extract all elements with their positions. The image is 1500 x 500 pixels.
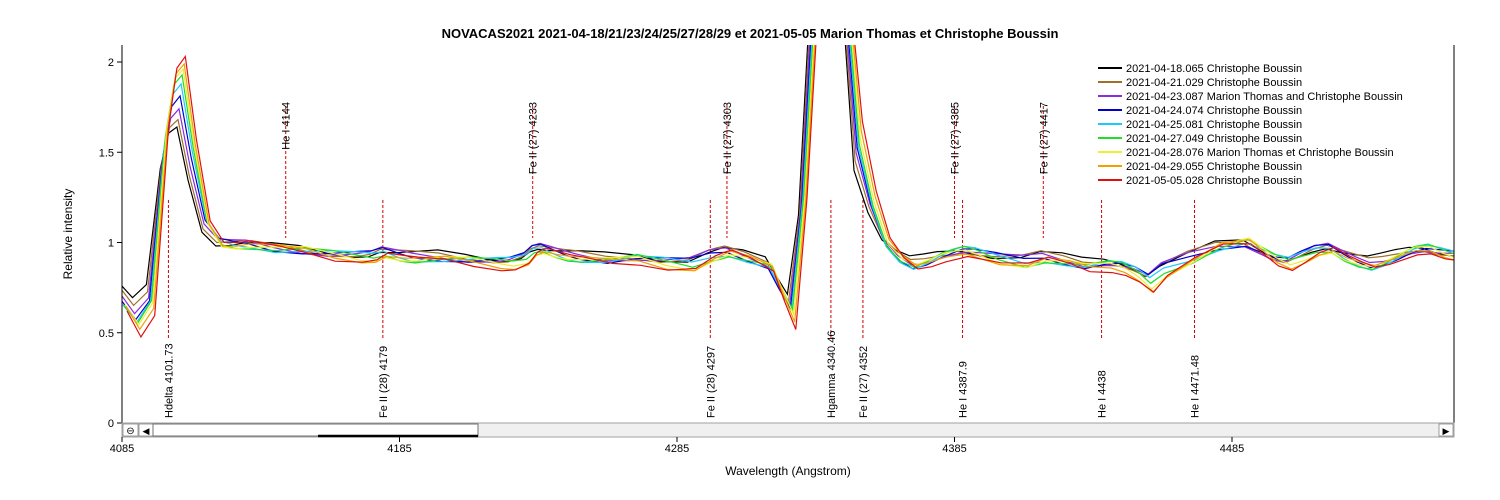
- x-axis-label: Wavelength (Angstrom): [725, 464, 851, 478]
- y-tick-label: 1: [108, 238, 114, 250]
- x-tick-label: 4185: [387, 443, 411, 455]
- legend-entry: 2021-04-28.076 Marion Thomas et Christop…: [1126, 147, 1394, 159]
- legend-entry: 2021-04-29.055 Christophe Boussin: [1126, 161, 1302, 173]
- line-label-bottom: Fe II (28) 4297: [705, 346, 717, 418]
- scroll-right-button[interactable]: [1438, 423, 1454, 437]
- scrollbar-thumb[interactable]: [152, 423, 479, 437]
- x-tick-label: 4285: [665, 443, 689, 455]
- line-label-bottom: He I 4471.48: [1189, 355, 1201, 418]
- zoom-out-button[interactable]: [122, 423, 139, 437]
- horizontal-scrollbar[interactable]: ⊖ ◀ ▶: [121, 422, 1455, 438]
- scroll-left-icon[interactable]: ◀: [143, 426, 150, 436]
- x-tick-label: 4485: [1220, 443, 1244, 455]
- line-label-bottom: He I 4387.9: [958, 361, 970, 418]
- series-line: [124, 45, 1454, 326]
- series-line: [126, 45, 1454, 339]
- line-label-bottom: Hgamma 4340.46: [826, 331, 838, 418]
- legend-entry: 2021-04-23.087 Marion Thomas and Christo…: [1126, 91, 1403, 103]
- plot-background: [122, 45, 1454, 423]
- scroll-right-icon[interactable]: ▶: [1443, 426, 1450, 436]
- line-label-top: He I 4144: [281, 102, 293, 150]
- x-tick-label: 4385: [942, 443, 966, 455]
- line-label-top: Fe II (27) 4303: [722, 102, 734, 174]
- x-tick-label: 4085: [110, 443, 134, 455]
- line-label-top: Fe II (27) 4385: [950, 102, 962, 174]
- line-label-top: Fe II (27) 4233: [528, 102, 540, 174]
- chart-title: NOVACAS2021 2021-04-18/21/23/24/25/27/28…: [442, 26, 1059, 41]
- marker-layer: He I 4144 Fe II (27) 4233 Fe II (27) 4303 F…: [163, 102, 1201, 418]
- series-line: [122, 45, 1454, 324]
- legend-entry: 2021-05-05.028 Christophe Boussin: [1126, 175, 1302, 187]
- y-tick-label: 0: [108, 418, 114, 430]
- y-tick-label: 1.5: [99, 147, 114, 159]
- line-label-bottom: Hdelta 4101.73: [163, 343, 175, 418]
- series-line: [122, 45, 1454, 321]
- legend-entry: 2021-04-18.065 Christophe Boussin: [1126, 63, 1302, 75]
- y-tick-label: 0.5: [99, 328, 114, 340]
- plot-area: He I 4144 Fe II (27) 4233 Fe II (27) 4303 F…: [99, 45, 1455, 430]
- line-label-bottom: He I 4438: [1097, 370, 1109, 418]
- series-line: [122, 45, 1454, 315]
- legend-entry: 2021-04-21.029 Christophe Boussin: [1126, 77, 1302, 89]
- y-ticks: 0 0.5 1 1.5 2: [99, 57, 122, 430]
- legend-entry: 2021-04-27.049 Christophe Boussin: [1126, 133, 1302, 145]
- line-label-bottom: Fe II (27) 4352: [858, 346, 870, 418]
- legend-entry: 2021-04-25.081 Christophe Boussin: [1126, 119, 1302, 131]
- series-layer: [122, 45, 1454, 339]
- line-label-bottom: Fe II (28) 4179: [378, 346, 390, 418]
- legend: 2021-04-18.065 Christophe Boussin 2021-04…: [1098, 63, 1403, 187]
- y-axis-label: Relative intensity: [61, 189, 75, 280]
- line-label-top: Fe II (27) 4417: [1038, 102, 1050, 174]
- x-ticks: 4085 4185 4285 4385 4485: [110, 437, 1244, 455]
- legend-entry: 2021-04-24.074 Christophe Boussin: [1126, 105, 1302, 117]
- y-tick-label: 2: [108, 57, 114, 69]
- zoom-out-icon[interactable]: ⊖: [126, 426, 134, 437]
